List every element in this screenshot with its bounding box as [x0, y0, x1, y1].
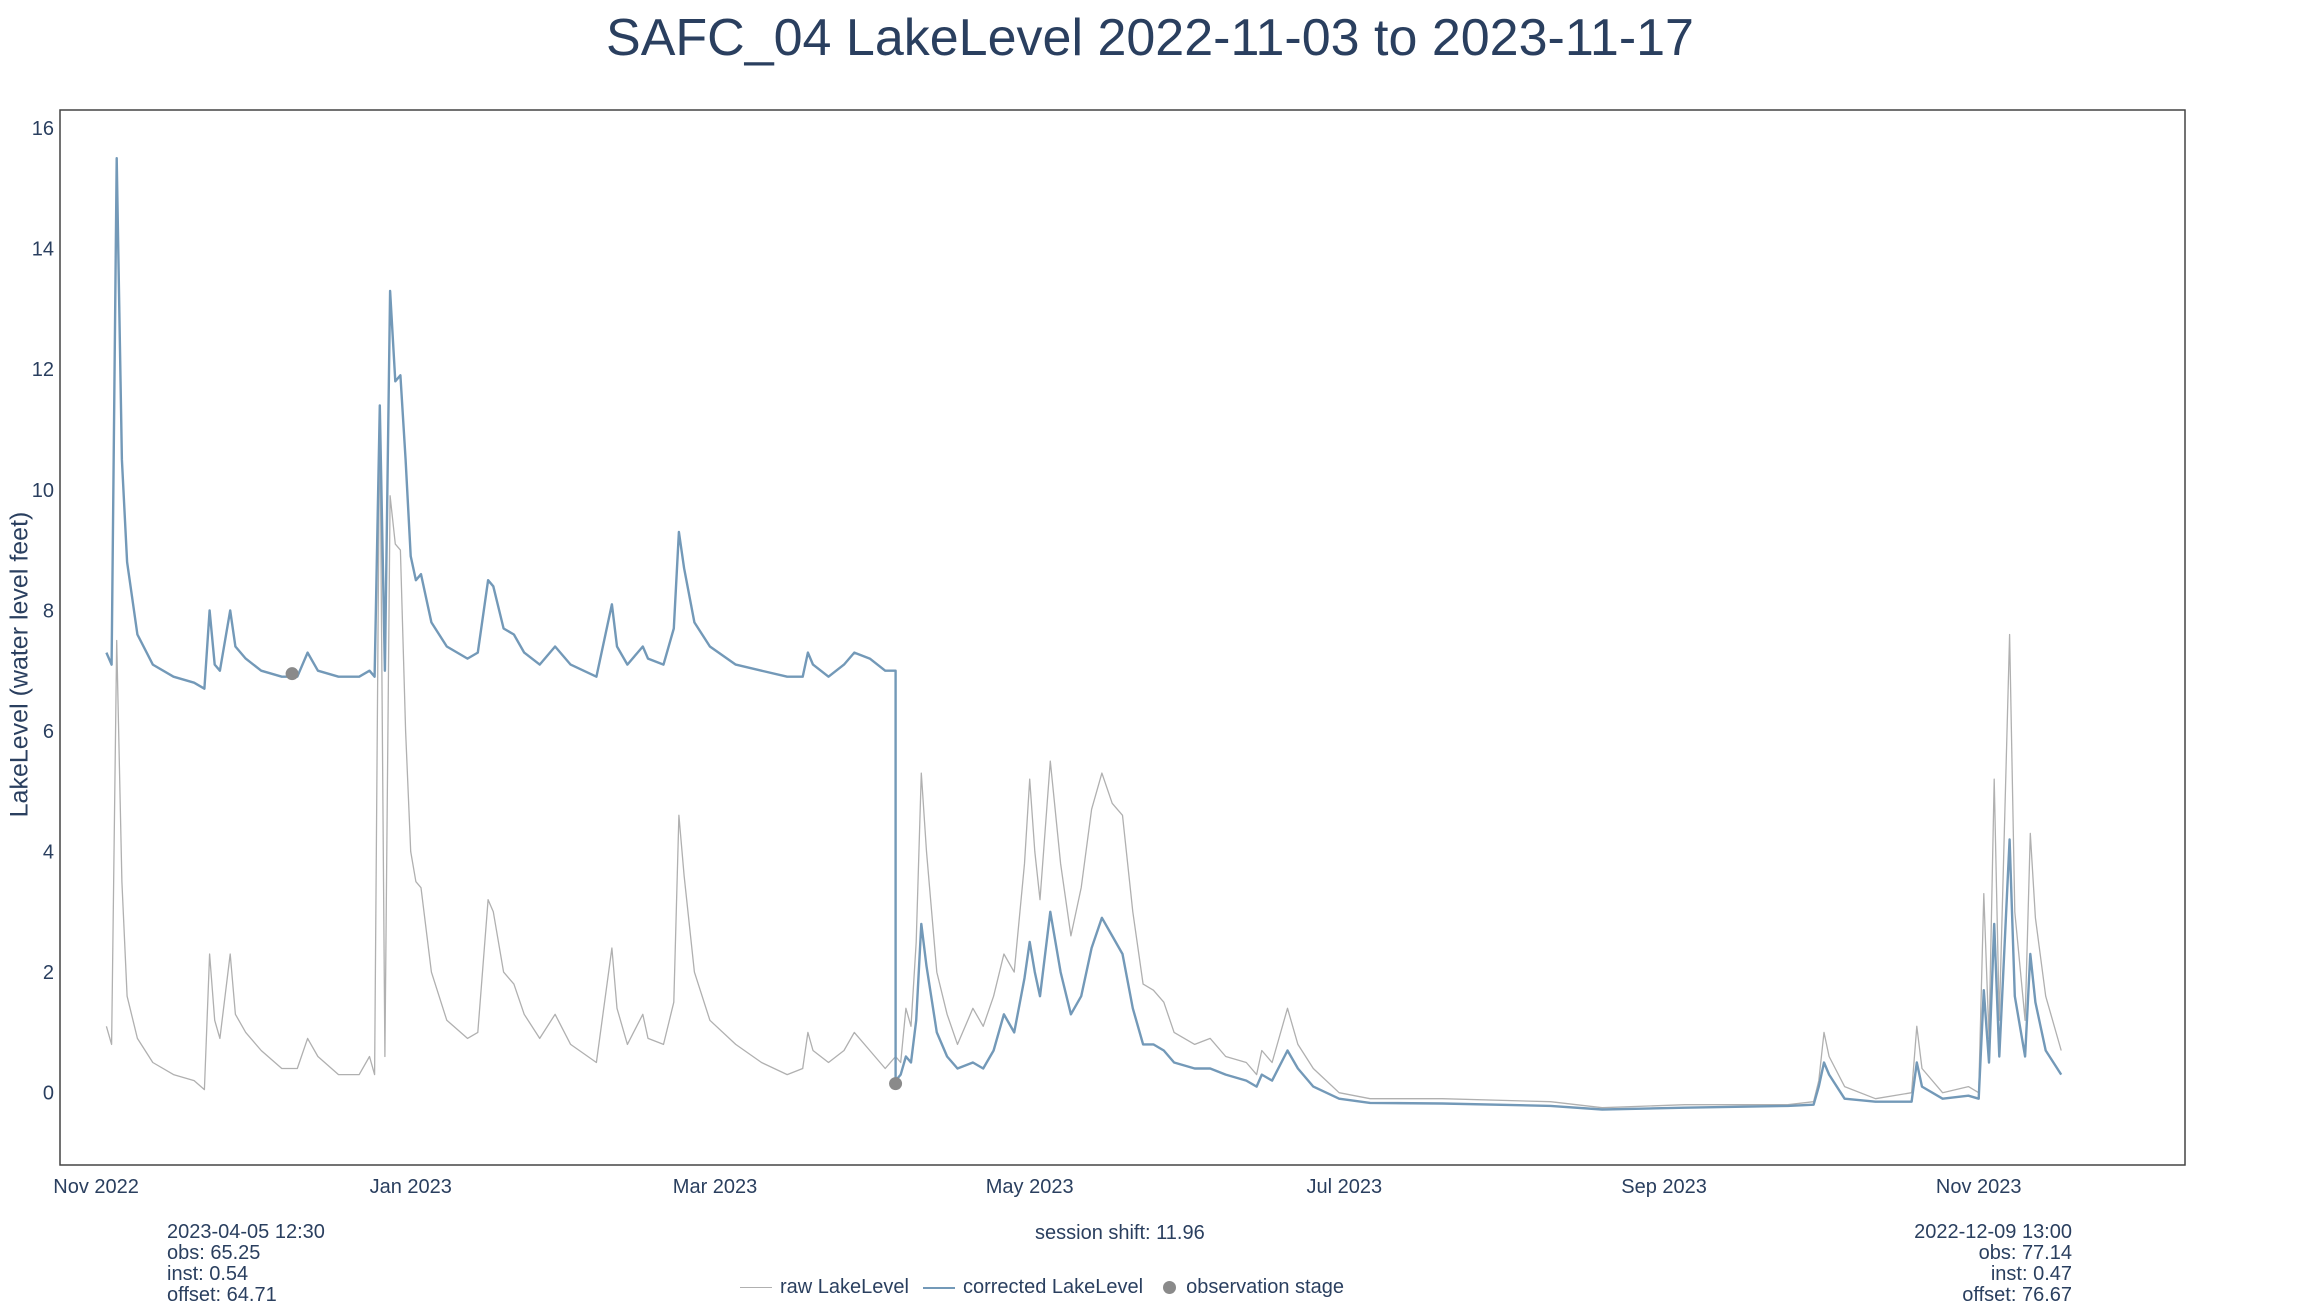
right-annotation-inst: inst: 0.47	[1990, 1263, 2072, 1285]
legend-item-raw[interactable]: raw LakeLevel	[740, 1276, 909, 1299]
y-tick-label: 0	[43, 1083, 54, 1105]
x-tick-label: Jan 2023	[370, 1176, 452, 1198]
y-axis-label: LakeLevel (water level feet)	[5, 511, 34, 818]
legend-swatch-corrected-line	[922, 1286, 955, 1289]
observation-stage-point[interactable]	[889, 1077, 903, 1091]
y-tick-label: 14	[32, 239, 54, 261]
corrected-lakelevel-line[interactable]	[105, 157, 2063, 1111]
legend-swatch-observation-dot	[1163, 1281, 1177, 1294]
legend-label-raw: raw LakeLevel	[780, 1276, 909, 1298]
legend: raw LakeLevel corrected LakeLevel observ…	[740, 1276, 1358, 1299]
raw-lakelevel-line[interactable]	[105, 404, 2062, 1109]
series-layer	[105, 157, 2063, 1111]
plot-area-frame	[59, 109, 2186, 1166]
x-tick-label: Nov 2023	[1936, 1176, 2022, 1198]
left-annotation: 2023-04-05 12:30 obs: 65.25 inst: 0.54 o…	[167, 1222, 325, 1306]
x-tick-label: May 2023	[986, 1176, 1074, 1198]
y-axis-ticks: 0 2 4 6 8 10 12 14 16	[32, 118, 54, 1105]
right-annotation-obs: obs: 77.14	[1978, 1242, 2072, 1264]
left-annotation-obs: obs: 65.25	[167, 1242, 261, 1264]
left-annotation-inst: inst: 0.54	[167, 1263, 249, 1285]
y-tick-label: 10	[32, 480, 54, 502]
y-tick-label: 2	[43, 962, 54, 984]
legend-label-corrected: corrected LakeLevel	[962, 1276, 1144, 1298]
legend-item-observation[interactable]: observation stage	[1157, 1276, 1344, 1299]
legend-swatch-raw-line	[740, 1287, 772, 1288]
y-tick-label: 6	[43, 721, 54, 743]
legend-label-observation: observation stage	[1186, 1276, 1344, 1298]
y-tick-label: 12	[32, 359, 54, 381]
y-tick-label: 8	[43, 600, 54, 622]
observation-stage-point[interactable]	[285, 667, 299, 681]
x-tick-label: Jul 2023	[1306, 1176, 1382, 1198]
left-annotation-datetime: 2023-04-05 12:30	[167, 1221, 325, 1243]
left-annotation-offset: offset: 64.71	[167, 1284, 277, 1306]
y-tick-label: 4	[43, 842, 54, 864]
right-annotation-datetime: 2022-12-09 13:00	[1914, 1221, 2072, 1243]
y-tick-label: 16	[32, 118, 54, 140]
session-shift-annotation: session shift: 11.96	[1035, 1222, 1205, 1244]
chart-title: SAFC_04 LakeLevel 2022-11-03 to 2023-11-…	[606, 9, 1694, 67]
x-tick-label: Nov 2022	[53, 1176, 139, 1198]
x-tick-label: Sep 2023	[1621, 1176, 1707, 1198]
x-axis-ticks: Nov 2022 Jan 2023 Mar 2023 May 2023 Jul 2023…	[53, 1176, 2021, 1198]
x-tick-label: Mar 2023	[673, 1176, 758, 1198]
right-annotation-offset: offset: 76.67	[1962, 1284, 2072, 1306]
legend-item-corrected[interactable]: corrected LakeLevel	[922, 1276, 1144, 1299]
right-annotation: 2022-12-09 13:00 obs: 77.14 inst: 0.47 o…	[1914, 1222, 2072, 1306]
